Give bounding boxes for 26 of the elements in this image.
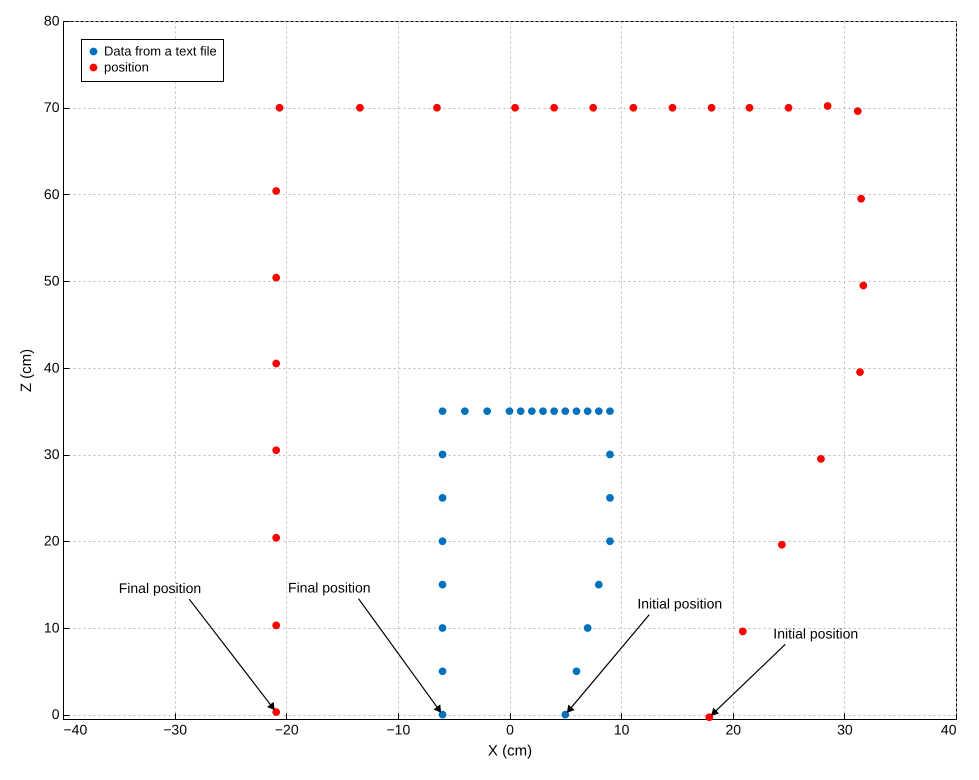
y-tick-label: 10 [44,619,60,636]
x-tick-label: 0 [506,722,514,738]
y-tick-label: 30 [44,446,60,462]
legend-label: position [104,60,149,74]
x-tick-label: −10 [386,722,410,738]
annotation: Initial position [637,596,722,612]
legend-label: Data from a text file [104,44,217,58]
y-tick-label: 40 [44,359,60,376]
y-tick-label: 60 [44,186,60,202]
x-axis-title: X (cm) [488,742,532,760]
y-tick-label: 70 [44,99,60,116]
x-tick-label: 30 [837,722,853,738]
y-tick-label: 20 [44,532,60,549]
x-tick-label: −20 [274,722,299,738]
x-tick-label: −30 [163,722,188,738]
annotation: Initial position [773,625,858,642]
x-tick-label: 10 [614,722,630,738]
y-tick-label: 80 [44,12,60,28]
x-tick-label: −40 [64,722,88,738]
y-tick-label: 0 [52,706,60,722]
y-axis-title: Z (cm) [18,348,35,392]
x-tick-label: 20 [725,722,742,738]
annotation: Final position [288,580,371,596]
annotation: Final position [118,580,202,596]
y-tick-label: 50 [44,272,60,289]
x-tick-label: 40 [940,722,957,738]
